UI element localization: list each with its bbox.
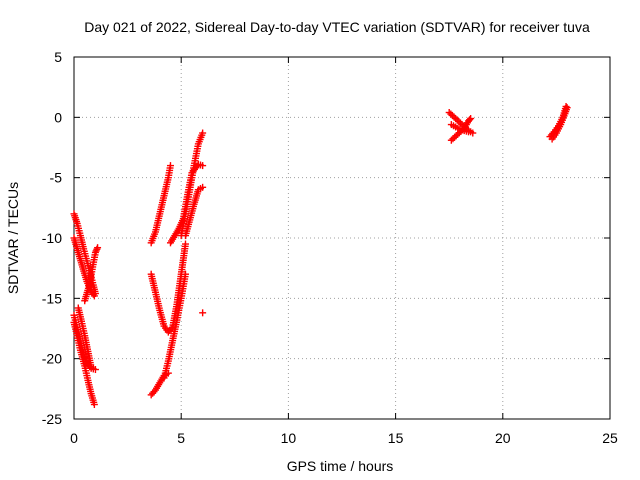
data-point [199,183,207,191]
x-tick-label: 15 [388,430,404,446]
data-point [166,162,174,170]
x-tick-label: 25 [602,430,618,446]
axis-ticks: 0 5 10 15 20 25 5 0 -5 -10 -15 -20 -25 [42,49,618,446]
x-tick-label: 10 [281,430,297,446]
data-point [93,245,101,253]
grid [74,57,610,419]
data-point [199,309,207,317]
data-points [70,102,571,409]
data-point [90,401,98,409]
x-tick-label: 20 [495,430,511,446]
data-point [469,129,477,137]
y-tick-label: -5 [50,170,63,186]
x-tick-label: 0 [70,430,78,446]
y-tick-label: -20 [42,351,62,367]
data-point [94,244,102,252]
chart-title: Day 021 of 2022, Sidereal Day-to-day VTE… [84,19,590,35]
y-tick-label: 5 [54,49,62,65]
data-point [466,116,474,124]
data-point [91,366,99,374]
y-tick-label: -15 [42,290,62,306]
data-point [181,270,189,278]
x-tick-label: 5 [177,430,185,446]
data-point [563,104,571,112]
data-point [91,248,99,256]
x-axis-label: GPS time / hours [287,458,394,474]
data-point [89,290,97,298]
data-point [464,128,472,136]
data-point [467,115,475,123]
data-point [90,292,98,300]
data-point [181,240,189,248]
y-tick-label: 0 [54,109,62,125]
data-point [199,129,207,137]
data-point [199,162,207,170]
y-axis-label: SDTVAR / TECUs [5,182,21,294]
data-point [92,247,100,255]
y-tick-label: -25 [42,411,62,427]
data-point [87,363,95,371]
y-tick-label: -10 [42,230,62,246]
